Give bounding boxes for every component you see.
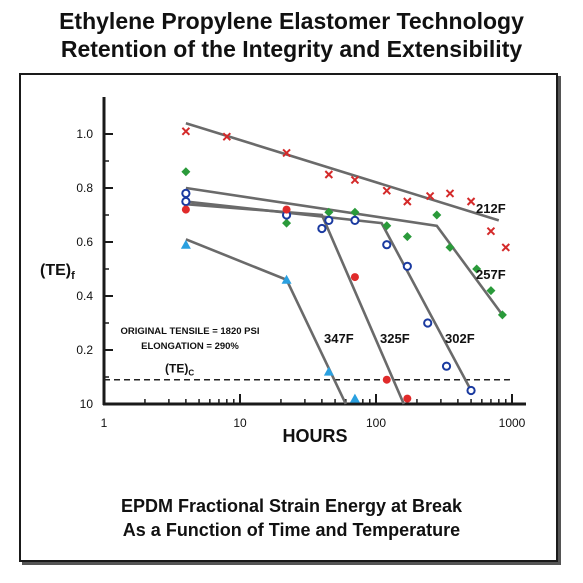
series-label: 257F (476, 267, 506, 282)
x-tick-label: 1000 (499, 416, 526, 430)
data-point-212F (282, 148, 291, 158)
data-point-302F (324, 215, 334, 225)
series-label: 302F (445, 331, 475, 346)
series-label: 212F (476, 201, 506, 216)
x-stroke (425, 191, 435, 201)
data-point-347F (180, 239, 191, 249)
x-tick-label: 1 (101, 416, 108, 430)
data-point-212F (486, 226, 496, 236)
data-point-257F (382, 221, 392, 231)
data-point-212F (403, 197, 412, 206)
reference-line-label: (TE)C (165, 362, 194, 378)
y-axis-label-main: (TE) (40, 262, 71, 279)
data-point-325F (282, 205, 291, 214)
data-point-257F (181, 167, 191, 177)
fit-lines (185, 121, 504, 405)
fit-line-257F (185, 186, 504, 316)
data-point-347F (349, 393, 360, 403)
data-points (180, 127, 510, 403)
data-point-257F (432, 210, 442, 220)
x-tick-label: 10 (233, 416, 247, 430)
data-point-347F (323, 366, 334, 376)
data-point-302F (441, 361, 452, 371)
x-stroke (501, 243, 510, 252)
x-stroke (282, 148, 291, 158)
y-tick-label: 0.2 (76, 343, 93, 357)
x-stroke (445, 189, 455, 198)
data-point-302F (466, 385, 476, 396)
data-point-347F (281, 274, 292, 284)
data-point-325F (181, 205, 190, 214)
data-point-257F (445, 242, 455, 252)
y-tick-label: 0.6 (76, 235, 93, 249)
x-stroke (382, 186, 391, 195)
y-tick-label: 1.0 (76, 127, 93, 141)
x-stroke (403, 197, 412, 206)
data-point-302F (402, 261, 412, 271)
x-stroke (181, 127, 191, 136)
data-point-302F (181, 188, 191, 198)
data-point-212F (382, 186, 391, 195)
x-axis-label: HOURS (282, 426, 347, 446)
x-stroke (350, 175, 360, 185)
data-point-257F (324, 207, 334, 217)
series-label: 347F (324, 331, 354, 346)
fit-line-212F (185, 121, 500, 222)
y-tick-label: 0.4 (76, 289, 93, 303)
data-point-212F (222, 132, 232, 141)
data-point-212F (324, 170, 334, 179)
caption-line-1: EPDM Fractional Strain Energy at Break (120, 496, 463, 516)
data-point-257F (350, 207, 360, 217)
chart-labels: 1 10 100 1000100.20.40.60.81.0HOURS(TE)f(TE… (40, 127, 526, 446)
data-point-257F (402, 232, 412, 242)
data-point-212F (425, 191, 435, 201)
data-point-302F (317, 223, 327, 234)
x-stroke (324, 170, 334, 179)
y-axis-label: (TE)f (40, 262, 75, 282)
data-point-302F (350, 215, 360, 225)
y-axis-label-sub: f (71, 270, 75, 282)
data-point-212F (350, 175, 360, 185)
x-stroke (486, 226, 496, 236)
data-point-212F (466, 197, 476, 206)
fit-line-325F (185, 202, 405, 405)
y-tick-label: 0.8 (76, 181, 93, 195)
x-tick-label: 100 (366, 416, 386, 430)
data-point-257F (486, 286, 496, 296)
reference-label-sub: C (188, 369, 194, 378)
data-point-257F (282, 218, 292, 228)
x-stroke (466, 197, 476, 206)
data-point-302F (181, 196, 191, 207)
reference-label-main: (TE) (165, 362, 188, 376)
chart-title-line-2: Retention of the Integrity and Extensibi… (60, 36, 523, 62)
annotation: ELONGATION = 290% (141, 341, 239, 352)
data-point-257F (497, 310, 507, 320)
chart-axes (102, 97, 526, 406)
data-point-325F (382, 375, 391, 384)
data-point-325F (403, 394, 412, 403)
caption-line-2: As a Function of Time and Temperature (122, 520, 461, 540)
data-point-257F (472, 264, 482, 274)
data-point-302F (423, 318, 433, 328)
chart-title-line-1: Ethylene Propylene Elastomer Technology (59, 8, 524, 34)
x-stroke (222, 132, 232, 141)
y-tick-label: 10 (80, 397, 94, 411)
series-label: 325F (380, 331, 410, 346)
data-point-325F (350, 273, 359, 282)
data-point-212F (181, 127, 191, 136)
data-point-302F (382, 240, 392, 250)
data-point-212F (445, 189, 455, 198)
annotation: ORIGINAL TENSILE = 1820 PSI (121, 326, 260, 337)
data-point-212F (501, 243, 510, 252)
